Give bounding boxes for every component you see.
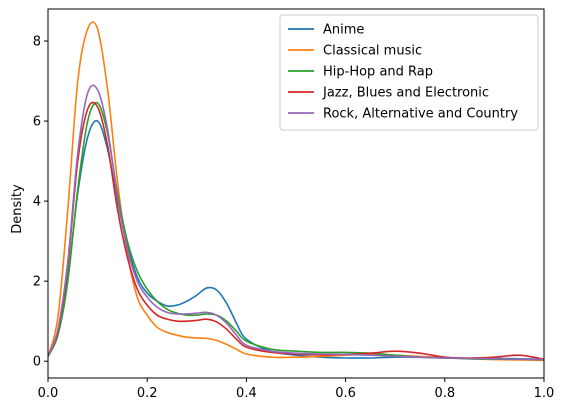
series-line-rock-alternative-and-country <box>48 84 544 361</box>
legend-label-jazz-blues-and-electronic: Jazz, Blues and Electronic <box>322 86 489 101</box>
legend-label-classical-music: Classical music <box>323 44 422 59</box>
y-tick-label: 6 <box>33 115 41 130</box>
x-tick-label: 0.6 <box>335 386 356 401</box>
legend-label-rock-alternative-and-country: Rock, Alternative and Country <box>323 107 518 122</box>
legend: Anime Classical music Hip-Hop and Rap Jazz,… <box>279 14 539 131</box>
axes-frame <box>47 8 545 379</box>
x-axis: 0.0 0.2 0.4 0.6 0.8 1.0 <box>38 378 555 401</box>
y-tick-label: 0 <box>33 355 41 370</box>
legend-box <box>279 14 539 131</box>
plot-area <box>47 8 545 379</box>
y-axis-label: Density <box>10 184 25 234</box>
series-line-jazz-blues-and-electronic <box>48 101 544 360</box>
y-tick-label: 8 <box>33 35 41 50</box>
x-tick-label: 0.0 <box>38 386 59 401</box>
x-tick-label: 1.0 <box>534 386 555 401</box>
y-tick-label: 4 <box>33 195 41 210</box>
x-tick-label: 0.8 <box>434 386 455 401</box>
legend-label-hip-hop-and-rap: Hip-Hop and Rap <box>323 65 433 80</box>
y-axis: 0 2 4 6 8 <box>33 35 48 370</box>
x-tick-label: 0.2 <box>137 386 158 401</box>
series-lines <box>48 21 544 362</box>
y-tick-label: 2 <box>33 275 41 290</box>
x-tick-label: 0.4 <box>236 386 257 401</box>
legend-label-anime: Anime <box>323 23 364 38</box>
